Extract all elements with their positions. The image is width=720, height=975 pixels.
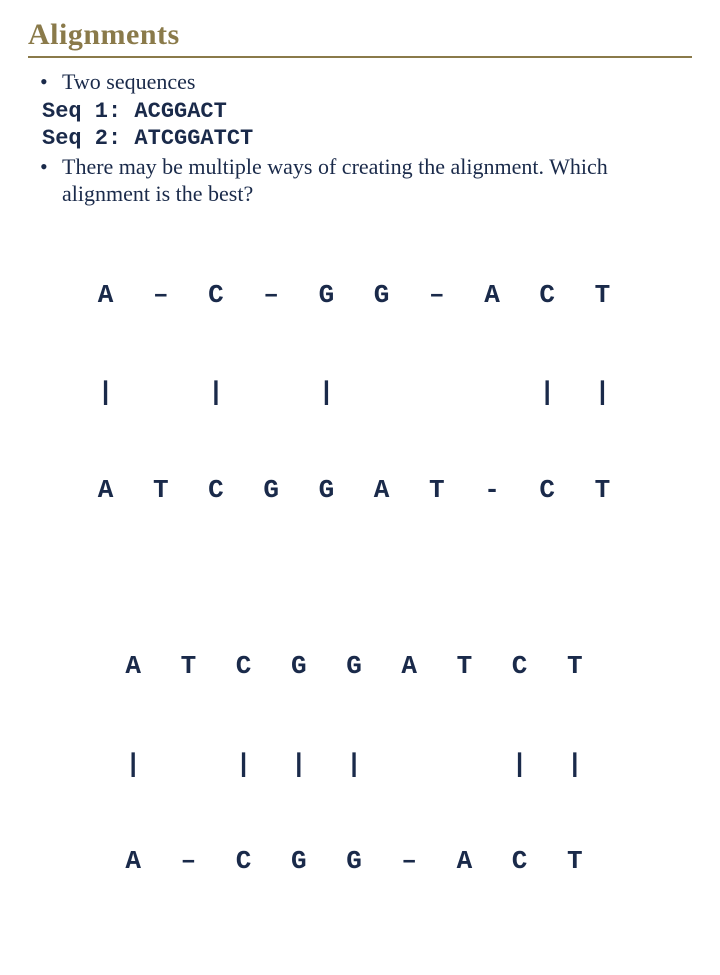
- bullet-item: •Two sequences: [40, 68, 692, 96]
- bullet-item: •There may be multiple ways of creating …: [40, 153, 692, 208]
- alignment-row: A T C G G A T C T: [28, 650, 692, 683]
- sequence-1: Seq 1: ACGGACT: [42, 98, 692, 126]
- alignment-block-2: A T C G G A T C T | | | | | | A – C G G …: [28, 585, 692, 943]
- bullet-text: Two sequences: [62, 68, 662, 96]
- sequence-2: Seq 2: ATCGGATCT: [42, 125, 692, 153]
- bullet-dot: •: [40, 68, 62, 96]
- alignment-block-1: A – C – G G – A C T | | | | | A T C G G …: [28, 214, 692, 572]
- slide-title: Alignments: [28, 18, 692, 58]
- alignment-row: A – C – G G – A C T: [28, 279, 692, 312]
- alignment-row: A T C G G A T - C T: [28, 474, 692, 507]
- bullet-dot: •: [40, 153, 62, 181]
- slide: Alignments •Two sequences Seq 1: ACGGACT…: [0, 0, 720, 975]
- bullet-text: There may be multiple ways of creating t…: [62, 153, 662, 208]
- alignment-row: | | | | | |: [28, 748, 692, 781]
- alignment-row: A – C G G – A C T: [28, 845, 692, 878]
- alignment-row: | | | | |: [28, 376, 692, 409]
